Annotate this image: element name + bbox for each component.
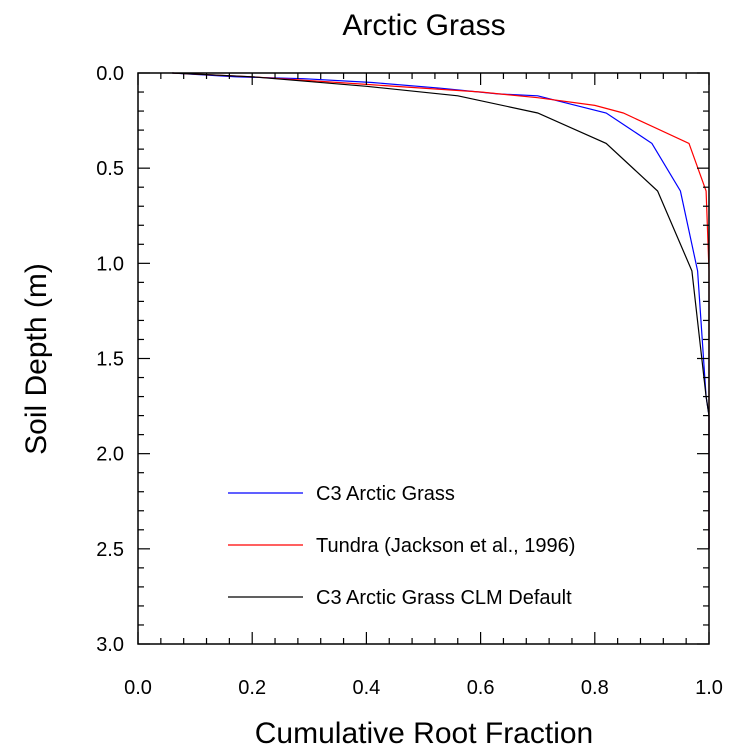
y-tick-label: 0.0 [96,63,124,85]
y-tick-label: 2.5 [96,539,124,561]
x-tick-label: 0.6 [467,677,495,699]
x-axis: 0.0 0.2 0.4 0.6 0.8 1.0 [124,73,723,699]
y-tick-label: 0.5 [96,158,124,180]
y-tick-label: 3.0 [96,634,124,656]
legend-label: Tundra (Jackson et al., 1996) [316,535,575,557]
x-axis-label: Cumulative Root Fraction [255,717,593,748]
y-tick-label: 2.0 [96,444,124,466]
series-line [172,72,710,549]
x-tick-label: 1.0 [695,677,723,699]
series-line [172,72,710,549]
x-tick-label: 0.4 [352,677,380,699]
y-axis: 0.0 0.5 1.0 1.5 2.0 2.5 3.0 [96,63,709,656]
series-line [172,72,710,549]
y-tick-label: 1.5 [96,349,124,371]
y-tick-label: 1.0 [96,253,124,275]
legend-label: C3 Arctic Grass CLM Default [316,587,572,609]
x-tick-label: 0.0 [124,677,152,699]
x-tick-label: 0.2 [238,677,266,699]
legend-label: C3 Arctic Grass [316,483,455,505]
plot-lines [172,72,710,549]
x-tick-label: 0.8 [581,677,609,699]
chart-title: Arctic Grass [342,9,505,42]
y-axis-label: Soil Depth (m) [20,263,53,455]
legend: C3 Arctic Grass Tundra (Jackson et al., 1… [228,483,575,609]
